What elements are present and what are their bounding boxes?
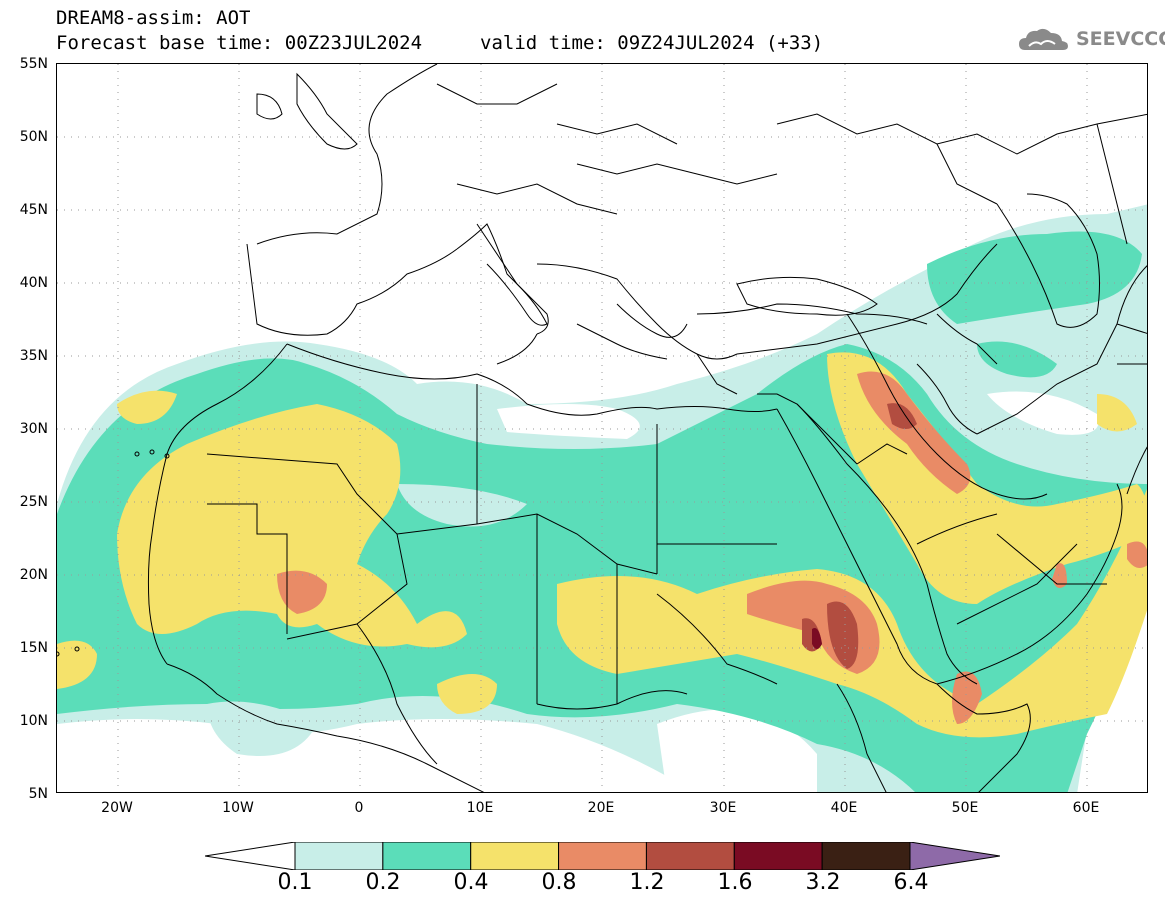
- colorbar-label-3-2: 3.2: [805, 870, 841, 895]
- coastlines: [57, 64, 1147, 792]
- chart-title: DREAM8-assim: AOT: [56, 7, 251, 29]
- logo-text: SEEVCCC: [1076, 28, 1165, 50]
- lat-label-5n: 5N: [28, 786, 48, 802]
- lat-label-30n: 30N: [19, 421, 48, 437]
- lat-label-35n: 35N: [19, 348, 48, 364]
- colorbar-label-1-6: 1.6: [717, 870, 753, 895]
- colorbar-label-0-8: 0.8: [541, 870, 577, 895]
- lon-label-0: 0: [354, 800, 364, 816]
- valid-time: valid time: 09Z24JUL2024 (+33): [480, 32, 824, 54]
- colorbar-swatch: [382, 842, 472, 870]
- colorbar-swatch: [294, 842, 384, 870]
- colorbar-swatch: [470, 842, 560, 870]
- lon-label-10e: 10E: [466, 800, 494, 816]
- graticule: [57, 64, 1147, 792]
- colorbar-swatch: [733, 842, 823, 870]
- lat-label-45n: 45N: [19, 202, 48, 218]
- aot-field: [57, 204, 1147, 792]
- colorbar-swatch: [821, 842, 911, 870]
- colorbar-under-triangle: [205, 842, 296, 870]
- lat-label-10n: 10N: [19, 713, 48, 729]
- colorbar-swatch: [645, 842, 735, 870]
- lon-label-50e: 50E: [951, 800, 979, 816]
- lon-label-60e: 60E: [1072, 800, 1100, 816]
- colorbar: [205, 842, 1000, 870]
- colorbar-label-1-2: 1.2: [629, 870, 665, 895]
- lon-label-20w: 20W: [101, 800, 133, 816]
- lon-label-20e: 20E: [587, 800, 615, 816]
- lon-label-30e: 30E: [709, 800, 737, 816]
- colorbar-swatch: [558, 842, 647, 870]
- lat-label-25n: 25N: [19, 494, 48, 510]
- colorbar-label-0-2: 0.2: [365, 870, 401, 895]
- colorbar-label-0-1: 0.1: [277, 870, 313, 895]
- lat-label-40n: 40N: [19, 275, 48, 291]
- map-panel: [56, 63, 1148, 793]
- cloud-logo-icon: [1019, 28, 1068, 50]
- colorbar-label-6-4: 6.4: [893, 870, 929, 895]
- colorbar-over-triangle: [909, 842, 1000, 870]
- colorbar-label-0-4: 0.4: [453, 870, 489, 895]
- lon-label-40e: 40E: [830, 800, 858, 816]
- lat-label-55n: 55N: [19, 56, 48, 72]
- lat-label-20n: 20N: [19, 567, 48, 583]
- lon-label-10w: 10W: [222, 800, 254, 816]
- aot-map: [57, 64, 1147, 792]
- lat-label-15n: 15N: [19, 640, 48, 656]
- lat-label-50n: 50N: [19, 129, 48, 145]
- forecast-base-time: Forecast base time: 00Z23JUL2024: [56, 32, 423, 54]
